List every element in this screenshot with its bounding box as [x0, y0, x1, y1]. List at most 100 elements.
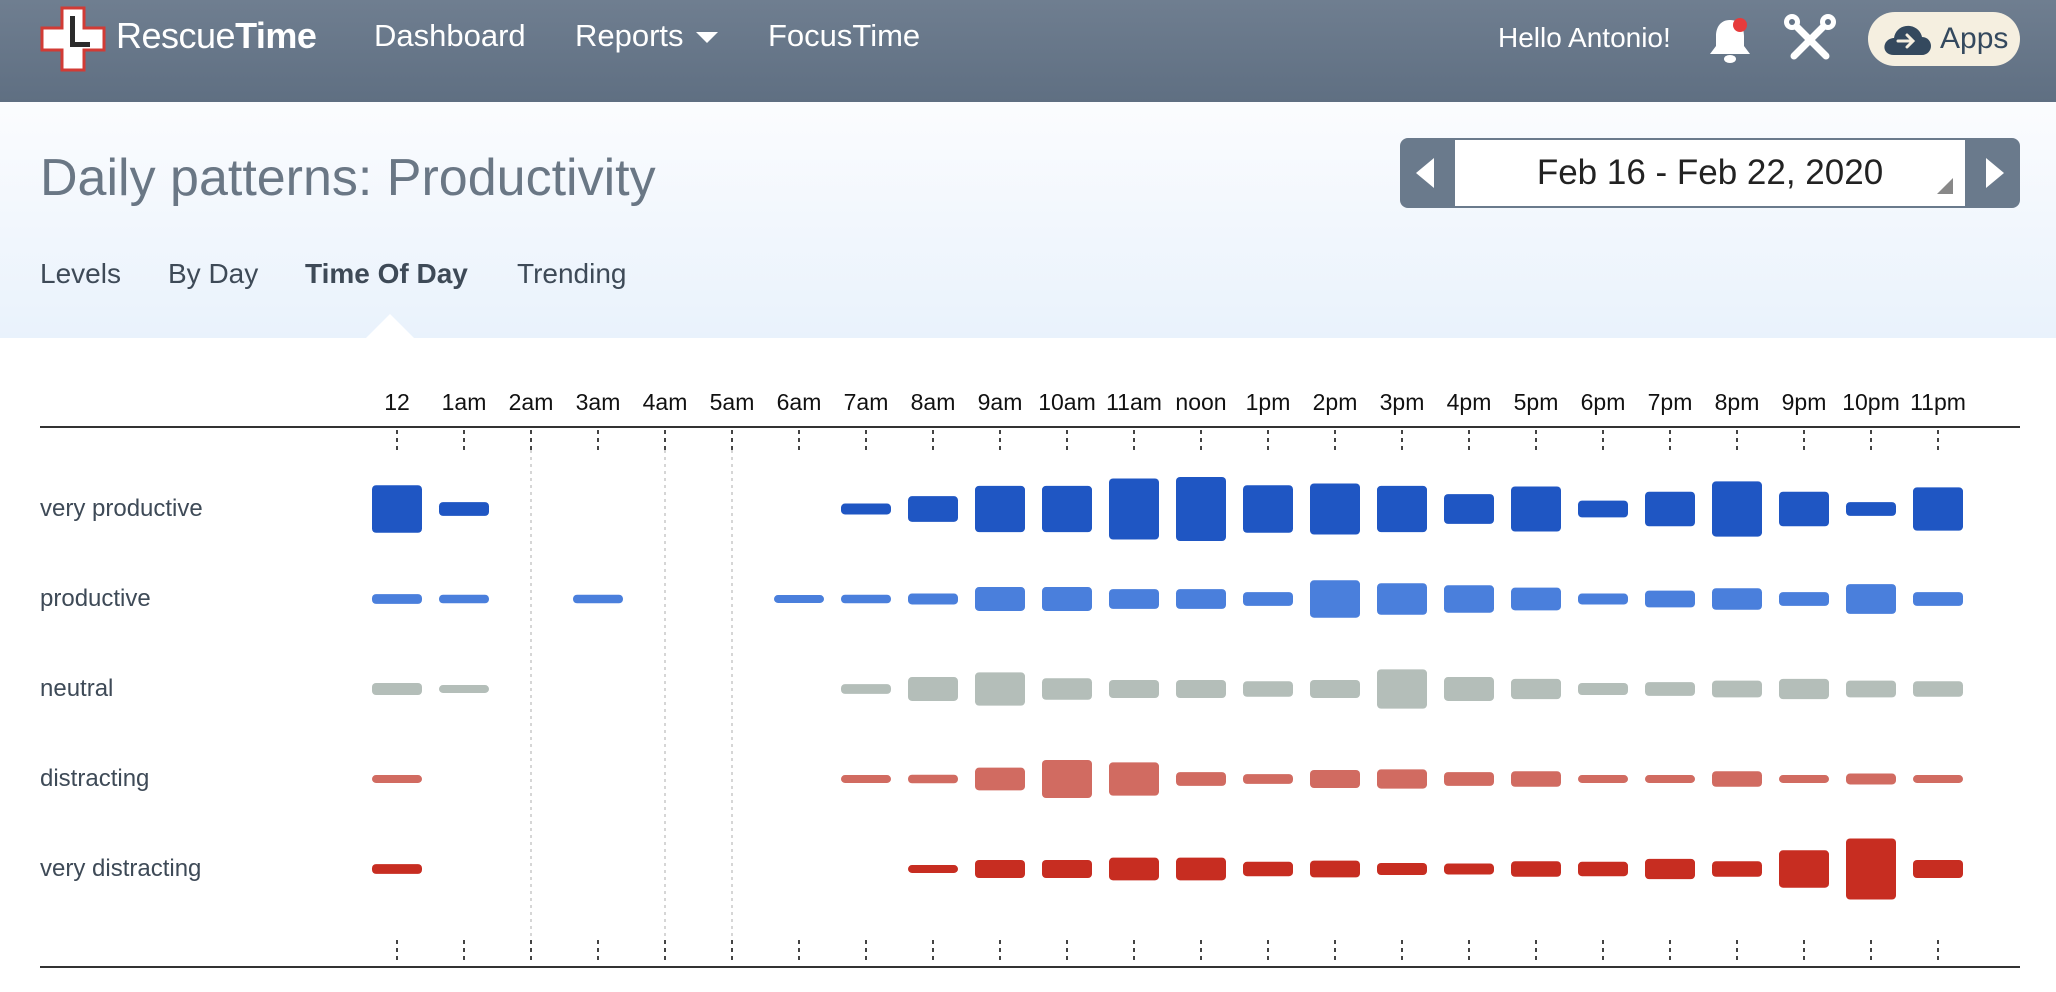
bar-productive-12[interactable] [372, 594, 422, 604]
bar-very-productive-9pm[interactable] [1779, 491, 1829, 527]
bar-very-distracting-8pm[interactable] [1712, 861, 1762, 877]
bar-productive-4pm[interactable] [1444, 585, 1494, 613]
bar-productive-1pm[interactable] [1243, 592, 1293, 606]
bar-very-productive-7pm[interactable] [1645, 491, 1695, 527]
bar-neutral-6pm[interactable] [1578, 682, 1628, 696]
bar-very-distracting-1pm[interactable] [1243, 861, 1293, 877]
bar-productive-noon[interactable] [1176, 589, 1226, 609]
bar-neutral-4pm[interactable] [1444, 677, 1494, 701]
bar-distracting-5pm[interactable] [1511, 771, 1561, 787]
bar-very-productive-7am[interactable] [841, 503, 891, 515]
bar-very-productive-10am[interactable] [1042, 485, 1092, 533]
bar-productive-1am[interactable] [439, 594, 489, 604]
bar-distracting-9pm[interactable] [1779, 775, 1829, 783]
bar-very-productive-12[interactable] [372, 485, 422, 533]
bar-very-productive-4pm[interactable] [1444, 494, 1494, 524]
bar-neutral-12[interactable] [372, 682, 422, 696]
bar-neutral-11am[interactable] [1109, 680, 1159, 698]
date-range-field[interactable]: Feb 16 - Feb 22, 2020 [1455, 140, 1965, 206]
bar-very-distracting-11am[interactable] [1109, 857, 1159, 881]
bar-very-productive-noon[interactable] [1176, 477, 1226, 541]
bar-very-distracting-3pm[interactable] [1377, 862, 1427, 876]
bar-very-distracting-6pm[interactable] [1578, 861, 1628, 877]
bar-distracting-8am[interactable] [908, 774, 958, 784]
bar-distracting-7pm[interactable] [1645, 775, 1695, 783]
bar-productive-11pm[interactable] [1913, 592, 1963, 606]
nav-reports[interactable]: Reports [575, 18, 718, 54]
bar-neutral-1pm[interactable] [1243, 681, 1293, 697]
bar-very-productive-1am[interactable] [439, 502, 489, 516]
bar-neutral-11pm[interactable] [1913, 681, 1963, 697]
bar-very-productive-2pm[interactable] [1310, 483, 1360, 535]
bar-very-productive-5pm[interactable] [1511, 486, 1561, 532]
bar-distracting-9am[interactable] [975, 767, 1025, 791]
tab-time-of-day[interactable]: Time Of Day [305, 258, 468, 289]
bar-neutral-3pm[interactable] [1377, 669, 1427, 709]
bar-distracting-10am[interactable] [1042, 759, 1092, 799]
bar-distracting-11am[interactable] [1109, 762, 1159, 796]
bar-very-distracting-11pm[interactable] [1913, 860, 1963, 878]
tab-by-day[interactable]: By Day [168, 258, 259, 289]
bar-productive-10pm[interactable] [1846, 584, 1896, 614]
bar-neutral-7am[interactable] [841, 684, 891, 694]
bar-very-productive-8pm[interactable] [1712, 481, 1762, 537]
bar-neutral-10am[interactable] [1042, 678, 1092, 700]
bar-productive-8am[interactable] [908, 593, 958, 605]
bar-neutral-1am[interactable] [439, 685, 489, 693]
bar-very-productive-8am[interactable] [908, 496, 958, 522]
bar-very-distracting-noon[interactable] [1176, 857, 1226, 881]
bar-very-distracting-10pm[interactable] [1846, 838, 1896, 900]
bar-neutral-9pm[interactable] [1779, 678, 1829, 700]
bar-distracting-4pm[interactable] [1444, 772, 1494, 786]
bar-neutral-7pm[interactable] [1645, 682, 1695, 696]
bar-neutral-9am[interactable] [975, 672, 1025, 706]
bar-very-productive-1pm[interactable] [1243, 485, 1293, 533]
bar-distracting-12[interactable] [372, 775, 422, 783]
bar-very-distracting-12[interactable] [372, 864, 422, 874]
bar-very-distracting-7pm[interactable] [1645, 858, 1695, 880]
nav-focustime[interactable]: FocusTime [768, 18, 921, 53]
apps-button[interactable]: Apps [1868, 12, 2020, 66]
bar-distracting-2pm[interactable] [1310, 770, 1360, 788]
bar-very-distracting-8am[interactable] [908, 865, 958, 873]
bar-productive-6am[interactable] [774, 595, 824, 603]
bar-neutral-5pm[interactable] [1511, 678, 1561, 700]
bar-productive-3am[interactable] [573, 594, 623, 604]
bar-distracting-noon[interactable] [1176, 772, 1226, 786]
bar-neutral-8am[interactable] [908, 677, 958, 701]
bar-very-productive-11pm[interactable] [1913, 487, 1963, 531]
bar-productive-6pm[interactable] [1578, 593, 1628, 605]
bar-neutral-noon[interactable] [1176, 680, 1226, 698]
bar-productive-3pm[interactable] [1377, 583, 1427, 615]
notification-bell-icon[interactable] [1704, 14, 1756, 66]
bar-distracting-10pm[interactable] [1846, 773, 1896, 785]
bar-very-productive-11am[interactable] [1109, 478, 1159, 540]
settings-tools-icon[interactable] [1782, 12, 1838, 68]
next-week-button[interactable] [1966, 138, 2020, 208]
bar-distracting-11pm[interactable] [1913, 775, 1963, 783]
bar-very-distracting-9am[interactable] [975, 860, 1025, 878]
rescuetime-logo-icon[interactable] [40, 6, 106, 72]
bar-very-productive-3pm[interactable] [1377, 485, 1427, 533]
nav-dashboard[interactable]: Dashboard [374, 18, 526, 53]
bar-very-productive-9am[interactable] [975, 485, 1025, 533]
bar-very-distracting-10am[interactable] [1042, 860, 1092, 878]
brand-name[interactable]: RescueTime [116, 15, 317, 56]
bar-productive-9am[interactable] [975, 587, 1025, 611]
bar-very-distracting-4pm[interactable] [1444, 863, 1494, 875]
bar-distracting-7am[interactable] [841, 775, 891, 783]
user-greeting[interactable]: Hello Antonio! [1498, 22, 1671, 53]
bar-productive-10am[interactable] [1042, 587, 1092, 611]
bar-productive-7pm[interactable] [1645, 590, 1695, 608]
bar-distracting-8pm[interactable] [1712, 771, 1762, 787]
bar-productive-11am[interactable] [1109, 589, 1159, 609]
bar-very-distracting-9pm[interactable] [1779, 850, 1829, 888]
bar-distracting-3pm[interactable] [1377, 769, 1427, 789]
bar-very-distracting-5pm[interactable] [1511, 861, 1561, 877]
bar-distracting-6pm[interactable] [1578, 775, 1628, 783]
bar-very-productive-10pm[interactable] [1846, 502, 1896, 516]
bar-neutral-8pm[interactable] [1712, 680, 1762, 698]
tab-levels[interactable]: Levels [40, 258, 121, 289]
bar-neutral-10pm[interactable] [1846, 680, 1896, 698]
bar-very-productive-6pm[interactable] [1578, 500, 1628, 518]
